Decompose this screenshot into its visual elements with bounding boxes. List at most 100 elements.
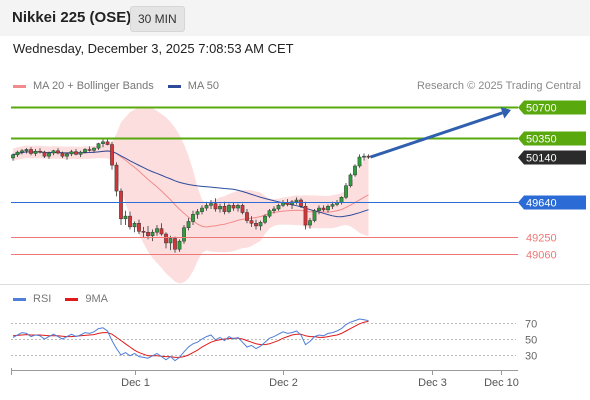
candle-body (186, 221, 191, 228)
candle (83, 148, 87, 154)
candle-body (258, 222, 263, 227)
level-tag-50140: 50140 (518, 150, 586, 165)
candle-body (299, 199, 303, 207)
candle-body (267, 210, 272, 217)
level-label-49060: 49060 (526, 250, 557, 262)
rsi-ma-swatch (65, 297, 79, 301)
candle-body (222, 206, 227, 212)
candle (218, 203, 222, 213)
candle-body (24, 149, 29, 152)
candle-body (60, 152, 65, 157)
candle-body (276, 205, 281, 210)
time-tick-label: Dec 3 (418, 377, 447, 389)
candle (96, 142, 101, 150)
candle (132, 221, 137, 233)
candle-body (263, 215, 267, 223)
time-axis: Dec 1 Dec 2 Dec 3 Dec 10 (11, 368, 519, 389)
candle (155, 225, 159, 236)
candle (159, 223, 164, 236)
level-tag-label: 50140 (526, 153, 557, 165)
level-label-49250: 49250 (526, 233, 557, 245)
candle (299, 198, 303, 209)
level-tag-50350: 50350 (518, 131, 586, 146)
candle (227, 203, 231, 214)
candle-body (191, 214, 195, 222)
candle-body (78, 151, 83, 155)
candle (263, 214, 267, 225)
candle-body (339, 197, 344, 203)
rsi-ma-line (12, 320, 369, 358)
candle (186, 217, 191, 231)
candle (213, 198, 218, 212)
level-tag-label: 49640 (526, 198, 557, 210)
candle-body (317, 207, 321, 211)
candle (353, 164, 357, 177)
candle-body (141, 231, 146, 233)
candle-body (330, 204, 335, 207)
candle (209, 200, 213, 209)
candle (173, 236, 177, 253)
header-bar: Nikkei 225 (OSE) 30 MIN (0, 0, 590, 36)
price-chart (11, 107, 371, 284)
candle (119, 188, 123, 226)
candle-body (87, 149, 92, 151)
candle-body (357, 156, 362, 167)
level-tag-shape (518, 100, 586, 115)
candle (101, 139, 105, 148)
candle-body (195, 211, 200, 215)
candle (69, 149, 74, 157)
candle (231, 202, 236, 211)
forecast-arrow-head (500, 107, 511, 119)
candle (123, 210, 128, 226)
level-tag-shape (518, 150, 586, 165)
candle-body (353, 165, 357, 176)
time-tick-label: Dec 10 (484, 377, 519, 389)
candle-body (150, 231, 155, 237)
candle (15, 150, 20, 158)
candle (141, 226, 146, 238)
level-tag-label: 50700 (526, 103, 557, 115)
candle-body (15, 151, 20, 156)
candle (29, 147, 33, 156)
candle (164, 232, 168, 249)
ma50-swatch (167, 84, 181, 88)
candle-body (308, 220, 312, 226)
candle (24, 148, 29, 154)
candle-body (38, 150, 42, 153)
candle-body (47, 152, 51, 157)
candle (222, 201, 227, 215)
candle (128, 211, 132, 230)
candle-body (74, 151, 78, 155)
candle-body (92, 147, 96, 151)
main-legend: MA 20 + Bollinger Bands MA 50 (13, 80, 219, 92)
candle-body (29, 149, 33, 154)
candle-body (164, 233, 168, 244)
candle-body (33, 150, 38, 154)
candle-body (326, 206, 330, 211)
candle-body (110, 144, 114, 166)
candle (362, 153, 366, 161)
candle (348, 173, 353, 188)
candle-body (245, 212, 249, 221)
candle-body (303, 206, 308, 226)
candle-body (227, 205, 231, 212)
candle (56, 148, 60, 155)
candle-body (254, 223, 258, 227)
time-tick-label: Dec 2 (269, 377, 298, 389)
candle (195, 208, 200, 219)
candle-body (114, 164, 119, 192)
ma20-swatch (13, 84, 26, 88)
candle-body (312, 210, 317, 221)
rsi-tick-30: 30 (525, 351, 537, 363)
candle-body (231, 205, 236, 209)
level-tag-shape (518, 131, 586, 146)
provider-credit: Research © 2025 Trading Central (416, 80, 581, 92)
rsi-ma-legend-label: 9MA (85, 293, 108, 305)
candle (87, 146, 92, 152)
timeframe-selector[interactable]: 30 MIN (130, 6, 185, 32)
candle-body (348, 174, 353, 186)
candle-body (119, 190, 123, 220)
ma50-legend-label: MA 50 (187, 80, 219, 92)
candle-body (56, 150, 60, 154)
rsi-legend: RSI 9MA (13, 293, 108, 305)
